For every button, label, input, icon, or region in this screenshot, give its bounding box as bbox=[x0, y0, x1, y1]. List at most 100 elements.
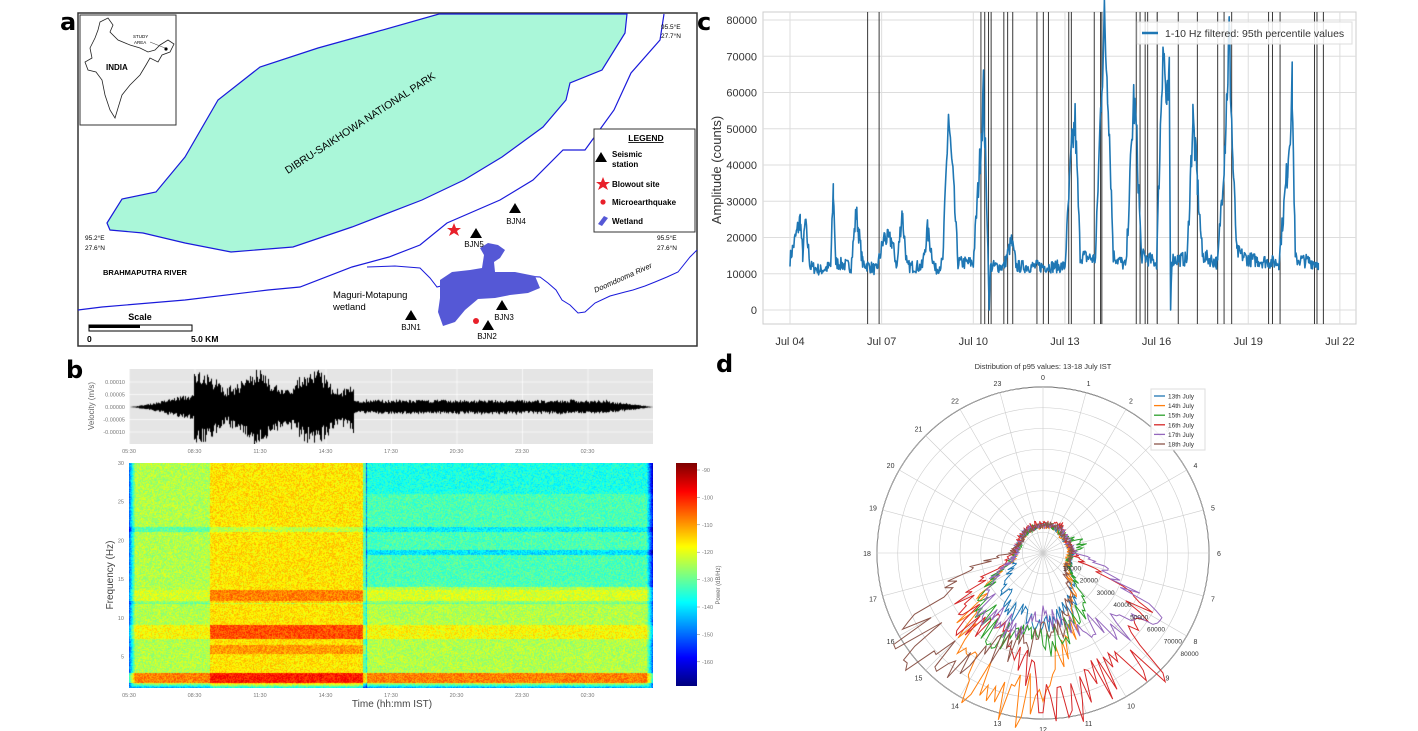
radial-tick-label: 50000 bbox=[1130, 614, 1148, 621]
spectrogram-y-tick: 30 bbox=[118, 461, 124, 467]
panel-a-map: a INDIA STUDY AREA DIBRU-SAIKHOWA NATION… bbox=[60, 8, 698, 347]
x-tick-label: Jul 19 bbox=[1234, 336, 1263, 348]
inset-study-label-2: AREA bbox=[134, 40, 146, 45]
polar-series-group bbox=[893, 520, 1167, 728]
colorbar-label: Power (dB/Hz) bbox=[716, 565, 722, 604]
wetland-label-1: Maguri-Motapung bbox=[333, 290, 407, 301]
station-label-bjn5: BJN5 bbox=[464, 240, 484, 249]
coord-mr-lat: 27.6°N bbox=[657, 244, 677, 252]
legend-seismic-1: Seismic bbox=[612, 150, 643, 159]
scale-bar-segment bbox=[89, 325, 140, 328]
india-inset-frame bbox=[79, 14, 177, 126]
legend-wetland-icon bbox=[598, 216, 608, 226]
scale-start: 0 bbox=[87, 334, 92, 344]
waveform-x-tick: 08:30 bbox=[188, 449, 202, 455]
hour-label: 14 bbox=[951, 703, 959, 710]
radial-tick-label: 60000 bbox=[1147, 627, 1165, 634]
legend-title: LEGEND bbox=[628, 133, 663, 143]
waveform-x-tick: 20:30 bbox=[450, 449, 464, 455]
coord-ml-lat: 27.6°N bbox=[85, 244, 105, 252]
polar-series-17th-july bbox=[975, 522, 1163, 641]
spectrogram-x-tick: 11:30 bbox=[253, 693, 266, 699]
waveform-x-tick: 17:30 bbox=[384, 449, 398, 455]
study-area-pointer bbox=[149, 41, 166, 49]
polar-tick-labels: 0123456789101112131415161718192021222310… bbox=[863, 375, 1221, 731]
wetland-area bbox=[438, 243, 540, 326]
scale-title: Scale bbox=[128, 312, 152, 322]
spectrogram-x-tick: 08:30 bbox=[188, 693, 202, 699]
spectrogram-y-tick: 15 bbox=[118, 577, 124, 583]
colorbar-tick-label: -130 bbox=[702, 578, 713, 584]
y-tick-label: 80000 bbox=[726, 15, 757, 27]
spectrogram-x-tick: 20:30 bbox=[450, 693, 464, 699]
station-label-bjn3: BJN3 bbox=[494, 313, 514, 322]
coord-mr-lon: 95.5°E bbox=[657, 234, 677, 242]
coord-tr-lat: 27.7°N bbox=[661, 32, 681, 40]
panel-c-timeseries: c 0 10000 20000 30000 40000 50000 60000 70000 80… bbox=[697, 0, 1357, 348]
spectrogram-x-tick: 05:30 bbox=[122, 693, 136, 699]
hour-label: 9 bbox=[1165, 675, 1169, 682]
legend-seismic-2: station bbox=[612, 160, 638, 169]
velocity-waveform-trace bbox=[129, 369, 653, 444]
station-label-bjn2: BJN2 bbox=[477, 332, 497, 341]
hour-label: 10 bbox=[1127, 703, 1135, 710]
hour-label: 19 bbox=[869, 505, 877, 512]
polar-legend-label: 18th July bbox=[1168, 442, 1195, 449]
polar-spoke bbox=[899, 552, 1044, 637]
radial-tick-label: 40000 bbox=[1113, 602, 1131, 609]
colorbar-tick-label: -150 bbox=[702, 632, 713, 638]
polar-spoke bbox=[1042, 552, 1127, 697]
river-bank-line bbox=[77, 13, 665, 311]
axis-ticks-c: 0 10000 20000 30000 40000 50000 60000 70000 8000… bbox=[726, 15, 1354, 348]
polar-title: Distribution of p95 values: 13-18 July I… bbox=[975, 362, 1112, 371]
hour-label: 17 bbox=[869, 597, 877, 604]
hour-label: 20 bbox=[887, 463, 895, 470]
colorbar-tick-label: -110 bbox=[702, 523, 713, 529]
spectrogram-x-tick: 23:30 bbox=[515, 693, 529, 699]
waveform-x-tick: 02:30 bbox=[581, 449, 595, 455]
polar-legend-label: 17th July bbox=[1168, 432, 1195, 439]
polar-spoke bbox=[1042, 552, 1161, 671]
legend-label-c: 1-10 Hz filtered: 95th percentile values bbox=[1165, 28, 1344, 40]
hour-label: 16 bbox=[887, 639, 895, 646]
legend-blowout: Blowout site bbox=[612, 180, 660, 189]
colorbar-tick-label: -140 bbox=[702, 605, 713, 611]
inset-study-label-1: STUDY bbox=[133, 34, 148, 39]
station-label-bjn1: BJN1 bbox=[401, 323, 421, 332]
coord-tr-lon: 95.5°E bbox=[661, 23, 681, 31]
y-tick-label: 60000 bbox=[726, 88, 757, 100]
national-park-area bbox=[106, 13, 628, 253]
x-axis-label-spectrogram: Time (hh:mm IST) bbox=[352, 699, 432, 710]
grid-c bbox=[763, 12, 1356, 324]
radial-tick-label: 30000 bbox=[1097, 590, 1115, 597]
panel-label-d: d bbox=[716, 350, 733, 378]
x-tick-label: Jul 04 bbox=[775, 336, 804, 348]
panel-label-a: a bbox=[60, 8, 76, 36]
station-triangle-icon bbox=[509, 203, 521, 213]
vertical-markers bbox=[867, 12, 1324, 324]
study-area-marker bbox=[164, 47, 168, 51]
blowout-star-icon bbox=[447, 223, 461, 236]
coordinate-labels: 95.5°E 27.7°N 95.2°E 27.6°N 95.5°E 27.6°… bbox=[85, 23, 681, 252]
doomdooma-river-line bbox=[366, 249, 698, 314]
waveform-y-tick: 0.00005 bbox=[105, 393, 125, 399]
station-triangle-icon bbox=[482, 320, 494, 330]
hour-label: 5 bbox=[1211, 505, 1215, 512]
y-tick-label: 10000 bbox=[726, 269, 757, 281]
y-axis-label-c: Amplitude (counts) bbox=[709, 116, 724, 224]
hour-label: 21 bbox=[915, 427, 923, 434]
waveform-y-tick: -0.00005 bbox=[103, 418, 125, 424]
panel-label-b: b bbox=[66, 356, 83, 384]
hour-label: 6 bbox=[1217, 551, 1221, 558]
radial-tick-label: 80000 bbox=[1181, 651, 1199, 658]
x-tick-label: Jul 10 bbox=[959, 336, 988, 348]
colorbar-tick-label: -100 bbox=[702, 495, 713, 501]
polar-legend-label: 16th July bbox=[1168, 422, 1195, 429]
station-triangle-icon bbox=[470, 228, 482, 238]
spectrogram-y-tick: 5 bbox=[121, 655, 124, 661]
x-tick-label: Jul 07 bbox=[867, 336, 896, 348]
colorbar-tick-label: -120 bbox=[702, 550, 713, 556]
inset-india-label: INDIA bbox=[106, 63, 128, 72]
hour-label: 15 bbox=[915, 675, 923, 682]
polar-legend-label: 15th July bbox=[1168, 413, 1195, 420]
